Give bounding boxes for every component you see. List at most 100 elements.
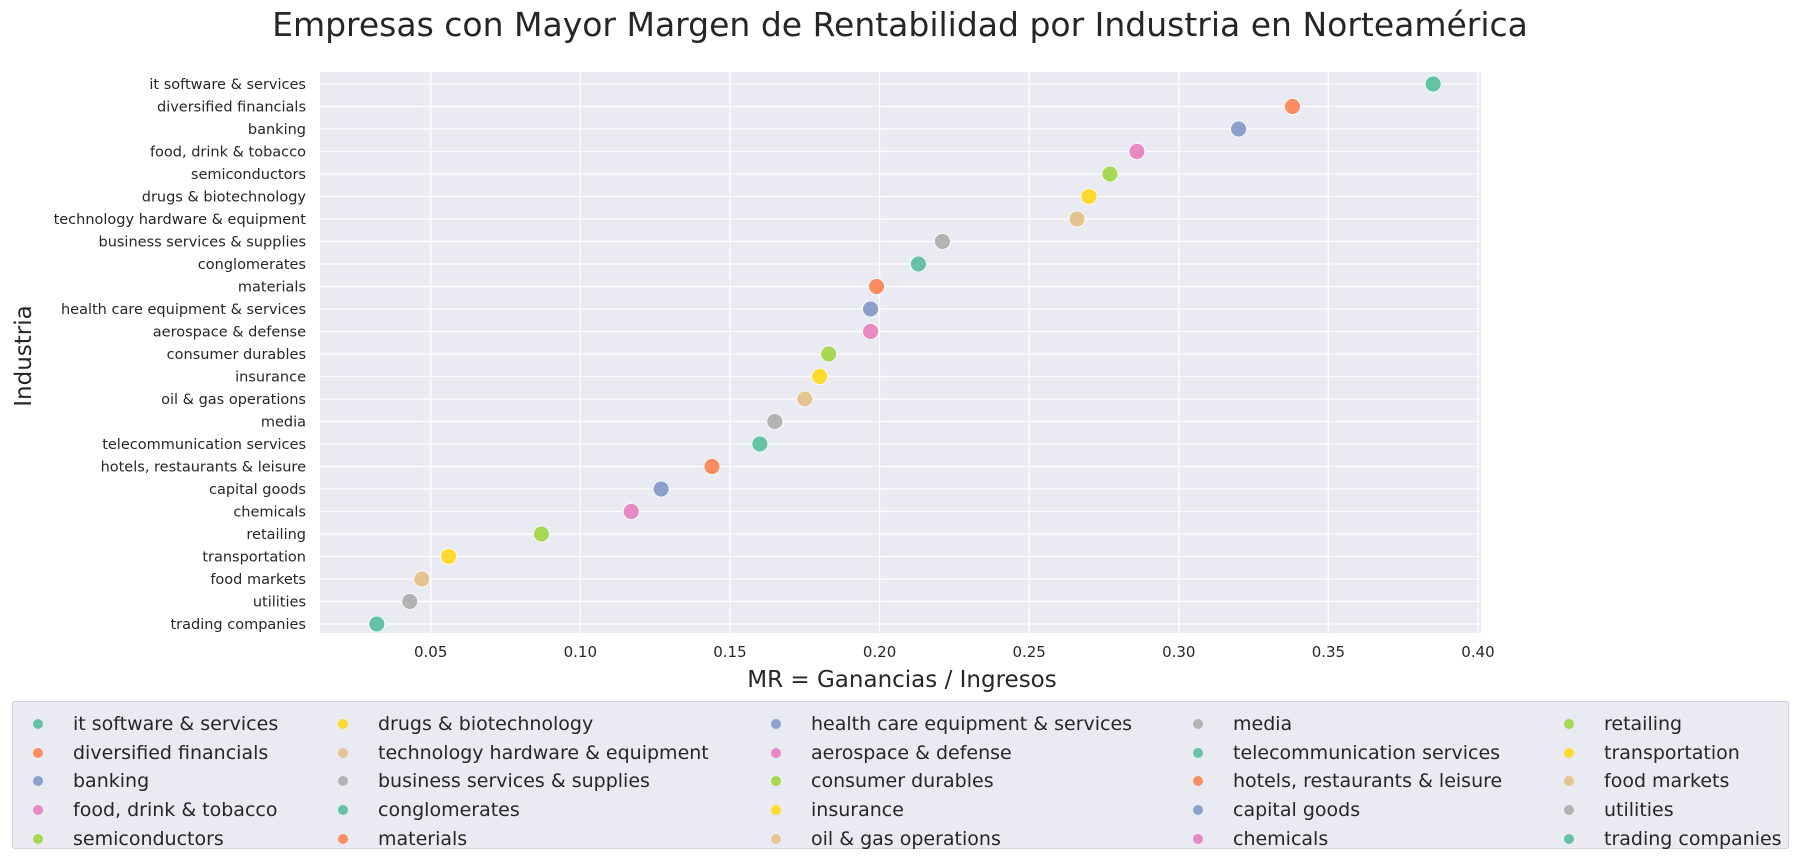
data-point [440,548,458,565]
legend-marker [33,747,43,758]
data-point [1080,188,1098,205]
legend-item: food, drink & tobacco [13,796,278,825]
legend: it software & services diversified financ… [12,701,1789,850]
legend-label: materials [378,827,468,850]
legend-item: hotels, restaurants & leisure [1173,767,1502,796]
legend-item: aerospace & defense [751,739,1132,768]
legend-label: capital goods [1233,799,1361,822]
data-point [1101,165,1119,183]
legend-label: it software & services [73,713,279,736]
legend-marker [33,833,43,844]
legend-label: business services & supplies [378,770,650,793]
y-tick-label: oil & gas operations [161,392,306,408]
y-tick-label: banking [248,122,306,138]
y-tick-label: it software & services [149,77,306,93]
legend-item: transportation [1544,739,1782,768]
legend-marker [771,805,781,816]
y-tick-label: drugs & biotechnology [142,190,307,206]
legend-item: materials [318,824,709,853]
legend-marker [771,776,781,787]
legend-item: semiconductors [13,824,278,853]
data-point [368,615,386,633]
data-point [622,503,640,520]
data-point [796,390,814,408]
legend-label: health care equipment & services [811,713,1133,736]
legend-marker [338,747,348,758]
legend-marker [1564,776,1574,787]
x-tick-label: 0.35 [1312,643,1345,661]
y-tick-label: materials [238,280,306,296]
data-point [533,525,550,543]
chart-svg: Empresas con Mayor Margen de Rentabilida… [11,5,1528,693]
data-point [1068,210,1086,228]
legend-item: insurance [751,796,1132,825]
y-tick-labels: it software & services diversified financ… [54,77,307,633]
legend-column: retailing transportation food markets utili… [1544,710,1782,853]
plot-area [320,72,1481,633]
legend-label: trading companies [1604,827,1782,850]
x-tick-labels: 0.05 0.10 0.15 0.20 0.25 0.30 0.35 0.40 [414,643,1495,661]
legend-marker [1193,833,1203,844]
legend-item: retailing [1544,710,1782,739]
legend-item: utilities [1544,796,1782,825]
data-point [910,255,927,273]
legend-marker [1564,719,1574,730]
data-point [1230,120,1248,138]
legend-label: hotels, restaurants & leisure [1233,770,1503,793]
legend-marker [1193,805,1203,816]
legend-label: diversified financials [73,741,269,764]
data-point [751,435,769,453]
legend-marker [771,747,781,758]
y-tick-label: semiconductors [191,167,306,183]
legend-item: drugs & biotechnology [318,710,709,739]
legend-item: trading companies [1544,824,1782,853]
legend-column: health care equipment & services aerospac… [751,710,1132,853]
y-tick-label: diversified financials [157,100,306,116]
y-tick-label: trading companies [170,617,306,633]
data-point [1284,98,1301,115]
legend-label: food markets [1604,770,1730,793]
y-tick-label: business services & supplies [98,235,306,251]
data-point [868,278,885,295]
legend-marker [33,776,43,787]
legend-label: drugs & biotechnology [378,713,594,736]
y-tick-label: hotels, restaurants & leisure [101,460,307,476]
x-tick-label: 0.10 [564,643,597,661]
x-tick-label: 0.20 [863,643,896,661]
legend-item: oil & gas operations [751,824,1132,853]
legend-marker [338,719,348,730]
legend-label: conglomerates [378,799,520,822]
legend-label: consumer durables [811,770,994,793]
legend-label: telecommunication services [1233,741,1501,764]
y-tick-label: capital goods [209,482,306,498]
legend-item: health care equipment & services [751,710,1132,739]
data-points [368,75,1442,633]
legend-item: telecommunication services [1173,739,1502,768]
legend-marker [771,719,781,730]
legend-label: media [1233,713,1293,736]
legend-item: it software & services [13,710,278,739]
legend-label: transportation [1604,741,1740,764]
data-point [703,458,721,475]
data-point [933,233,951,250]
legend-column: drugs & biotechnology technology hardware… [318,710,709,853]
grid-layer [320,72,1481,633]
y-tick-label: insurance [235,370,306,386]
y-tick-label: retailing [246,527,306,543]
legend-marker [33,719,43,730]
legend-marker [1564,747,1574,758]
x-axis-label: MR = Ganancias / Ingresos [747,667,1056,693]
data-point [820,345,838,363]
y-tick-label: health care equipment & services [61,302,306,318]
legend-label: chemicals [1233,827,1329,850]
x-tick-label: 0.25 [1012,643,1045,661]
legend-item: conglomerates [318,796,709,825]
legend-label: oil & gas operations [811,827,1001,850]
y-tick-label: utilities [253,595,306,611]
data-point [862,323,879,340]
data-point [401,593,419,610]
y-tick-label: food markets [210,572,306,588]
x-tick-label: 0.15 [713,643,746,661]
data-point [413,570,431,588]
legend-item: business services & supplies [318,767,709,796]
